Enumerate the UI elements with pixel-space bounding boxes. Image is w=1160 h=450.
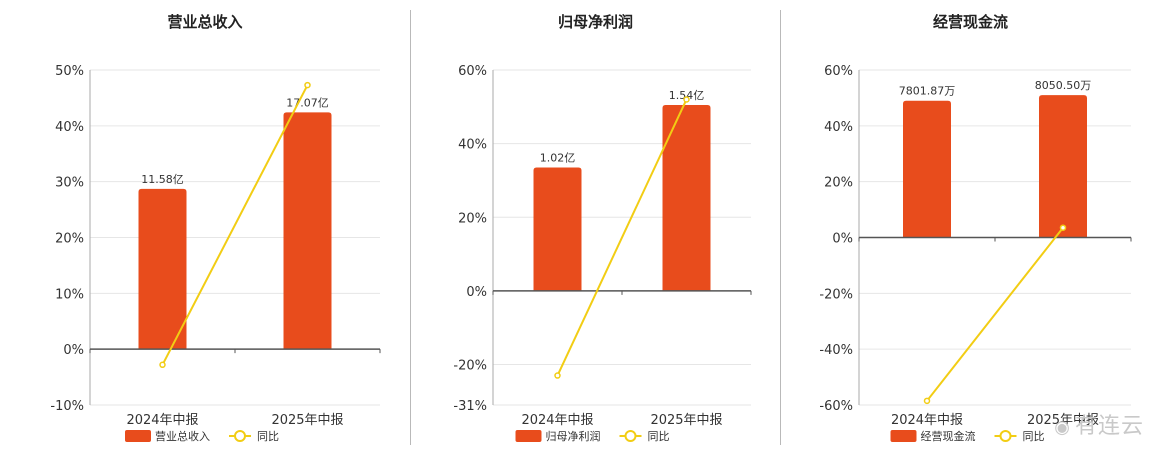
x-tick-label: 2025年中报	[1027, 413, 1099, 428]
x-tick-label: 2024年中报	[126, 413, 198, 428]
y-tick-label: 50%	[55, 64, 84, 79]
revenue-chart: 营业总收入 -10% 0% 10% 20% 30% 40% 50% 11.58亿 17.07亿 20…	[50, 13, 381, 443]
x-tick-label: 2024年中报	[891, 413, 963, 428]
y-tick-label: -20%	[819, 287, 853, 302]
x-tick-label: 2025年中报	[650, 413, 722, 428]
data-label: 11.58亿	[141, 173, 184, 186]
chart-panel-revenue: 营业总收入 -10% 0% 10% 20% 30% 40% 50% 11.58亿 17.07亿 20…	[0, 0, 410, 450]
y-tick-label: 0%	[832, 232, 853, 247]
cash-flow-chart: 经营现金流 -60% -40% -20% 0% 20% 40% 60% 7801.87万 8050…	[819, 13, 1132, 443]
y-tick-label: -60%	[819, 399, 853, 414]
yoy-line	[926, 227, 1064, 402]
y-tick-label: 20%	[824, 176, 853, 191]
bar	[533, 167, 582, 291]
x-tick-label: 2025年中报	[271, 413, 343, 428]
bar	[138, 188, 187, 350]
chart-title: 经营现金流	[933, 13, 1008, 31]
chart-title: 归母净利润	[558, 13, 633, 31]
y-tick-label: 20%	[55, 232, 84, 247]
yoy-point	[159, 361, 166, 369]
legend-line-label: 同比	[1023, 430, 1045, 443]
data-label: 1.54亿	[669, 89, 705, 102]
data-label: 8050.50万	[1035, 79, 1092, 92]
legend-bar-swatch	[890, 430, 917, 442]
legend-line-label: 同比	[648, 430, 670, 443]
y-tick-label: -10%	[50, 399, 84, 414]
bar	[283, 112, 332, 350]
chart-title: 营业总收入	[167, 13, 242, 31]
legend-bar-label: 归母净利润	[546, 429, 601, 443]
y-tick-label: 60%	[458, 64, 487, 79]
x-tick-label: 2024年中报	[521, 413, 593, 428]
data-label: 1.02亿	[540, 152, 576, 165]
watermark: ◉ 有连云	[1054, 408, 1144, 440]
yoy-line	[556, 99, 688, 376]
legend-bar-label: 营业总收入	[155, 429, 210, 443]
yoy-point	[683, 96, 690, 103]
y-tick-label: 0%	[466, 285, 487, 300]
panel-divider	[410, 10, 411, 445]
yoy-point	[923, 397, 931, 405]
y-tick-label: -20%	[453, 359, 487, 374]
legend-line-marker	[999, 430, 1012, 442]
bar	[903, 100, 951, 238]
y-tick-label: 40%	[824, 120, 853, 135]
legend-line-marker	[624, 430, 637, 442]
data-label: 17.07亿	[286, 96, 329, 109]
y-tick-label: 10%	[55, 287, 84, 302]
y-tick-label: -40%	[819, 343, 853, 358]
y-tick-label: -31%	[453, 399, 487, 414]
watermark-text: 有连云	[1074, 414, 1144, 439]
y-tick-label: 20%	[458, 211, 487, 226]
y-tick-label: 40%	[55, 120, 84, 135]
chart-panel-net-profit: 归母净利润 -31% -20% 0% 20% 40% 60% 1.02亿 1.54亿 2024年中…	[411, 0, 780, 450]
net-profit-chart: 归母净利润 -31% -20% 0% 20% 40% 60% 1.02亿 1.54亿 2024年中…	[453, 13, 752, 443]
chart-panel-cash-flow: 经营现金流 -60% -40% -20% 0% 20% 40% 60% 7801.87万 8050…	[781, 0, 1160, 450]
bar	[662, 104, 711, 291]
legend-bar-swatch	[515, 430, 542, 442]
yoy-point	[554, 372, 561, 379]
legend-line-marker	[234, 430, 246, 442]
y-tick-label: 0%	[63, 343, 84, 358]
weibo-icon: ◉	[1054, 417, 1071, 438]
bar	[1039, 95, 1087, 238]
legend-bar-swatch	[125, 430, 151, 442]
panel-divider	[780, 10, 781, 445]
legend-bar-label: 经营现金流	[921, 429, 976, 443]
y-tick-label: 60%	[824, 64, 853, 79]
data-label: 7801.87万	[899, 85, 956, 98]
y-tick-label: 30%	[55, 176, 84, 191]
yoy-line	[161, 84, 309, 366]
y-tick-label: 40%	[458, 138, 487, 153]
yoy-point	[304, 81, 311, 89]
yoy-point	[1059, 224, 1067, 231]
legend-line-label: 同比	[257, 430, 279, 443]
